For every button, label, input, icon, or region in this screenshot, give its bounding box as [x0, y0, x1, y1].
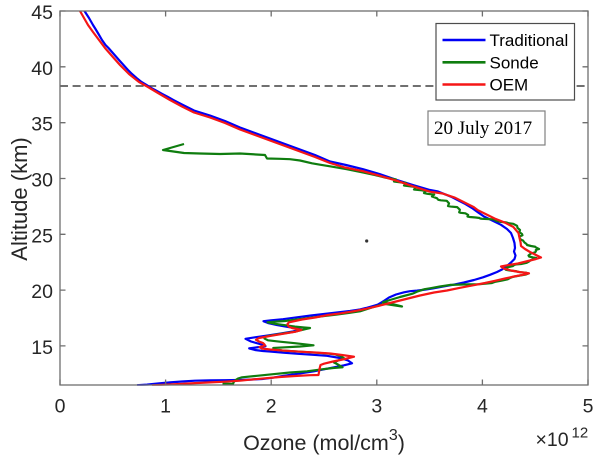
svg-text:40: 40	[31, 58, 53, 80]
svg-text:1: 1	[160, 396, 171, 418]
svg-text:OEM: OEM	[490, 76, 529, 95]
svg-text:15: 15	[31, 337, 53, 359]
svg-text:45: 45	[31, 2, 53, 24]
svg-text:20: 20	[31, 281, 53, 303]
svg-text:30: 30	[31, 170, 53, 192]
svg-text:Altitude (km): Altitude (km)	[7, 137, 32, 260]
svg-text:Ozone (mol/cm3): Ozone (mol/cm3)	[243, 427, 405, 455]
svg-text:35: 35	[31, 114, 53, 136]
svg-text:5: 5	[583, 396, 594, 418]
svg-text:3: 3	[371, 396, 382, 418]
svg-text:0: 0	[55, 396, 66, 418]
svg-text:4: 4	[477, 396, 488, 418]
svg-text:25: 25	[31, 225, 53, 247]
svg-text:Sonde: Sonde	[490, 53, 539, 72]
svg-text:2: 2	[266, 396, 277, 418]
svg-text:×10: ×10	[536, 429, 569, 451]
svg-text:Traditional: Traditional	[490, 31, 569, 50]
svg-text:12: 12	[572, 425, 589, 442]
svg-text:20 July 2017: 20 July 2017	[434, 118, 532, 139]
